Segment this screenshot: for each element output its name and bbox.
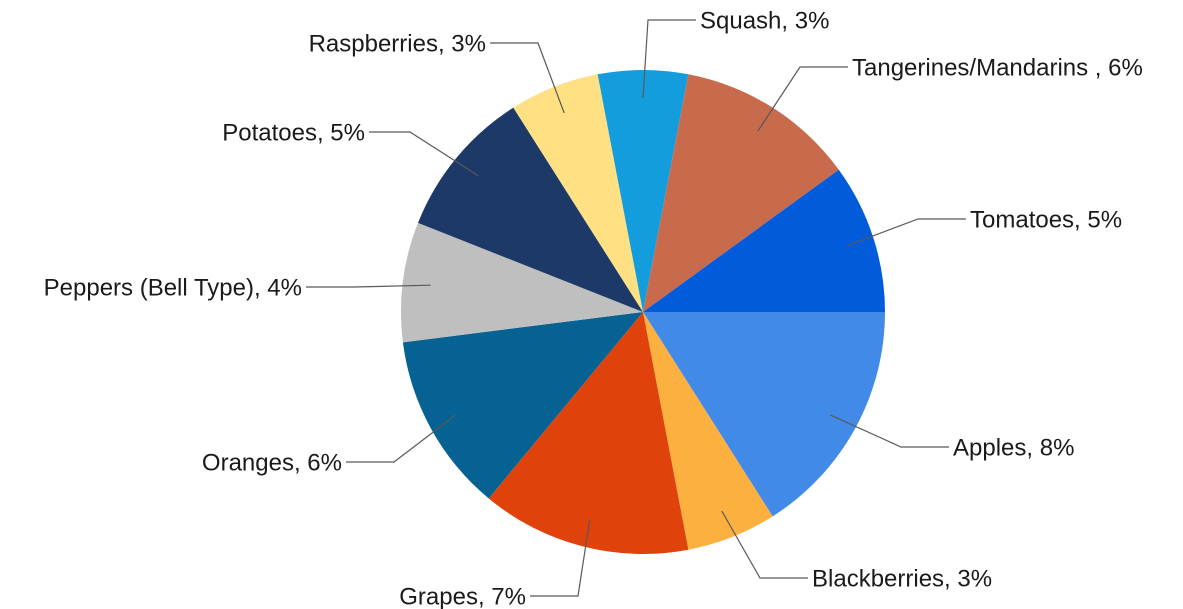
- pie-slice-potatoes: [417, 107, 643, 312]
- pie-slices: [401, 70, 885, 554]
- leader-line-blackberries: [721, 510, 808, 579]
- leader-line-apples: [830, 414, 949, 448]
- leader-lines: [306, 19, 966, 597]
- slice-label-oranges: Oranges, 6%: [202, 449, 342, 476]
- leader-line-tomatoes: [846, 218, 966, 247]
- slice-label-tomatoes: Tomatoes, 5%: [970, 206, 1122, 233]
- slice-label-raspberries: Raspberries, 3%: [309, 30, 486, 57]
- leader-line-squash: [642, 19, 696, 99]
- pie-slice-peppers-bell-type: [401, 222, 643, 343]
- pie-slice-apples: [643, 312, 885, 517]
- pie-slice-tangerines-mandarins: [643, 74, 839, 312]
- pie-slice-raspberries: [513, 74, 643, 312]
- slice-label-squash: Squash, 3%: [700, 7, 829, 34]
- leader-line-oranges: [346, 414, 456, 463]
- pie-slice-oranges: [402, 312, 643, 499]
- pie-slice-tomatoes: [643, 169, 885, 312]
- slice-label-tangerines-mandarins: Tangerines/Mandarins , 6%: [852, 54, 1143, 81]
- slice-labels: Apples, 8% Blackberries, 3% Grapes, 7% Oran…: [44, 7, 1143, 609]
- pie-slice-squash: [597, 70, 689, 312]
- leader-line-grapes: [530, 519, 591, 597]
- leader-line-tangerines-mandarins: [757, 66, 848, 132]
- leader-line-potatoes: [369, 131, 479, 177]
- slice-label-apples: Apples, 8%: [953, 434, 1074, 461]
- leader-line-peppers-bell-type: [306, 284, 431, 288]
- slice-label-grapes: Grapes, 7%: [399, 583, 526, 609]
- slice-label-peppers-bell-type: Peppers (Bell Type), 4%: [44, 274, 302, 301]
- slice-label-potatoes: Potatoes, 5%: [222, 119, 365, 146]
- pie-slice-blackberries: [643, 312, 773, 550]
- pie-slice-grapes: [488, 312, 689, 554]
- leader-line-raspberries: [490, 42, 565, 114]
- slice-label-blackberries: Blackberries, 3%: [812, 565, 992, 592]
